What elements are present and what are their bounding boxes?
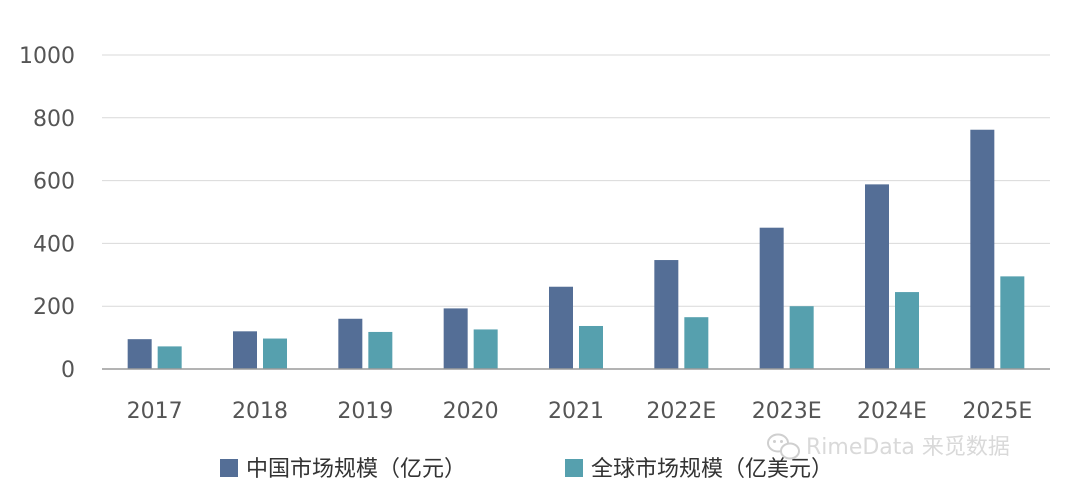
bar-series-2-2019 (368, 331, 393, 369)
y-tick-label: 800 (33, 107, 75, 132)
gridlines (102, 54, 1050, 307)
bar-series-2-2024E (895, 292, 919, 369)
legend-swatch-1 (220, 459, 238, 477)
bar-series-1-2020 (443, 308, 468, 369)
legend-label-1: 中国市场规模（亿元） (246, 457, 466, 482)
x-tick-label: 2025E (962, 399, 1032, 424)
y-tick-label: 0 (61, 358, 75, 383)
bar-series-2-2020 (473, 329, 498, 369)
bar-series-2-2021 (579, 325, 603, 369)
wechat-icon (767, 433, 800, 460)
y-axis-ticks: 0 200 400 600 800 1000 (19, 44, 75, 383)
bar-series-1-2025E (970, 129, 995, 369)
x-tick-label: 2022E (646, 399, 716, 424)
legend-swatch-2 (565, 459, 583, 477)
y-tick-label: 400 (33, 232, 75, 257)
bar-series-1-2019 (338, 318, 363, 369)
bar-series-1-2024E (865, 184, 889, 369)
x-tick-label: 2020 (443, 399, 499, 424)
watermark: RimeData 来觅数据 (767, 433, 1010, 460)
x-tick-label: 2018 (232, 399, 288, 424)
y-tick-label: 1000 (19, 44, 75, 69)
legend-label-2: 全球市场规模（亿美元） (591, 457, 833, 482)
watermark-text: RimeData 来觅数据 (806, 435, 1010, 460)
y-tick-label: 600 (33, 170, 75, 195)
bar-series-1-2022E (654, 260, 679, 369)
bar-series-2-2022E (684, 317, 709, 369)
x-tick-label: 2021 (548, 399, 604, 424)
x-tick-label: 2024E (857, 399, 927, 424)
bar-series-2-2018 (263, 338, 287, 369)
y-tick-label: 200 (33, 295, 75, 320)
bars (127, 129, 1025, 369)
bar-series-1-2017 (127, 339, 152, 369)
bar-series-2-2017 (157, 346, 182, 369)
legend: 中国市场规模（亿元） 全球市场规模（亿美元） (220, 457, 833, 482)
bar-series-1-2018 (233, 331, 257, 369)
x-axis-ticks: 2017 2018 2019 2020 2021 2022E 2023E 2024E 2025E (127, 399, 1033, 424)
x-tick-label: 2019 (337, 399, 393, 424)
bar-series-2-2025E (1000, 276, 1025, 369)
x-tick-label: 2023E (752, 399, 822, 424)
bar-series-1-2021 (549, 286, 573, 369)
bar-series-1-2023E (759, 227, 784, 369)
bar-series-2-2023E (789, 306, 814, 369)
x-tick-label: 2017 (127, 399, 183, 424)
